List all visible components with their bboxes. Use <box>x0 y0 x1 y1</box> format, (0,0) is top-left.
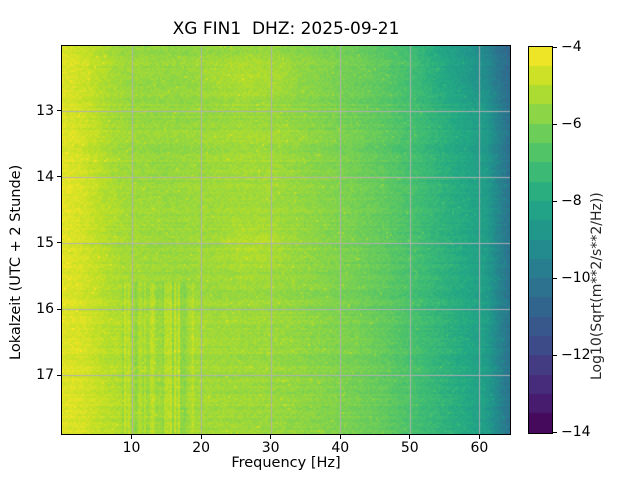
y-tick-label: 14 <box>36 168 54 185</box>
colorbar-label: Log10(Sqrt(m**2/s**2/Hz)) <box>589 192 605 380</box>
colorbar-tick-mark <box>553 46 557 48</box>
x-tick-mark <box>409 435 411 439</box>
y-tick-label: 13 <box>36 102 54 119</box>
x-tick-mark <box>200 435 202 439</box>
x-tick-label: 40 <box>331 440 350 456</box>
x-tick-label: 20 <box>192 440 211 456</box>
x-tick-mark <box>478 435 480 439</box>
colorbar-tick-mark <box>553 200 557 202</box>
colorbar-tick-mark <box>553 354 557 356</box>
x-tick-mark <box>131 435 133 439</box>
x-tick-label: 50 <box>400 440 419 456</box>
colorbar-tick-label: −12 <box>561 347 591 363</box>
x-axis-label: Frequency [Hz] <box>231 455 341 471</box>
colorbar-tick-label: −8 <box>561 193 582 209</box>
chart-title: XG FIN1 DHZ: 2025-09-21 <box>172 19 400 39</box>
colorbar-tick-mark <box>553 123 557 125</box>
colorbar <box>528 46 553 434</box>
colorbar-tick-label: −4 <box>561 39 582 55</box>
colorbar-tick-label: −14 <box>561 424 591 440</box>
y-tick-mark <box>57 176 61 178</box>
colorbar-tick-mark <box>553 431 557 433</box>
colorbar-tick-label: −6 <box>561 116 582 132</box>
y-tick-mark <box>57 110 61 112</box>
y-tick-mark <box>57 374 61 376</box>
colorbar-tick-label: −10 <box>561 270 591 286</box>
x-tick-mark <box>270 435 272 439</box>
colorbar-gradient <box>529 47 552 433</box>
x-tick-mark <box>339 435 341 439</box>
spectrogram-heatmap <box>62 46 510 434</box>
y-tick-mark <box>57 242 61 244</box>
plot-area <box>61 45 511 435</box>
x-tick-label: 60 <box>470 440 489 456</box>
y-tick-label: 16 <box>36 301 54 318</box>
y-tick-label: 17 <box>36 367 54 384</box>
colorbar-tick-mark <box>553 277 557 279</box>
y-tick-mark <box>57 308 61 310</box>
y-tick-label: 15 <box>36 234 54 251</box>
x-tick-label: 30 <box>261 440 280 456</box>
x-tick-label: 10 <box>122 440 141 456</box>
